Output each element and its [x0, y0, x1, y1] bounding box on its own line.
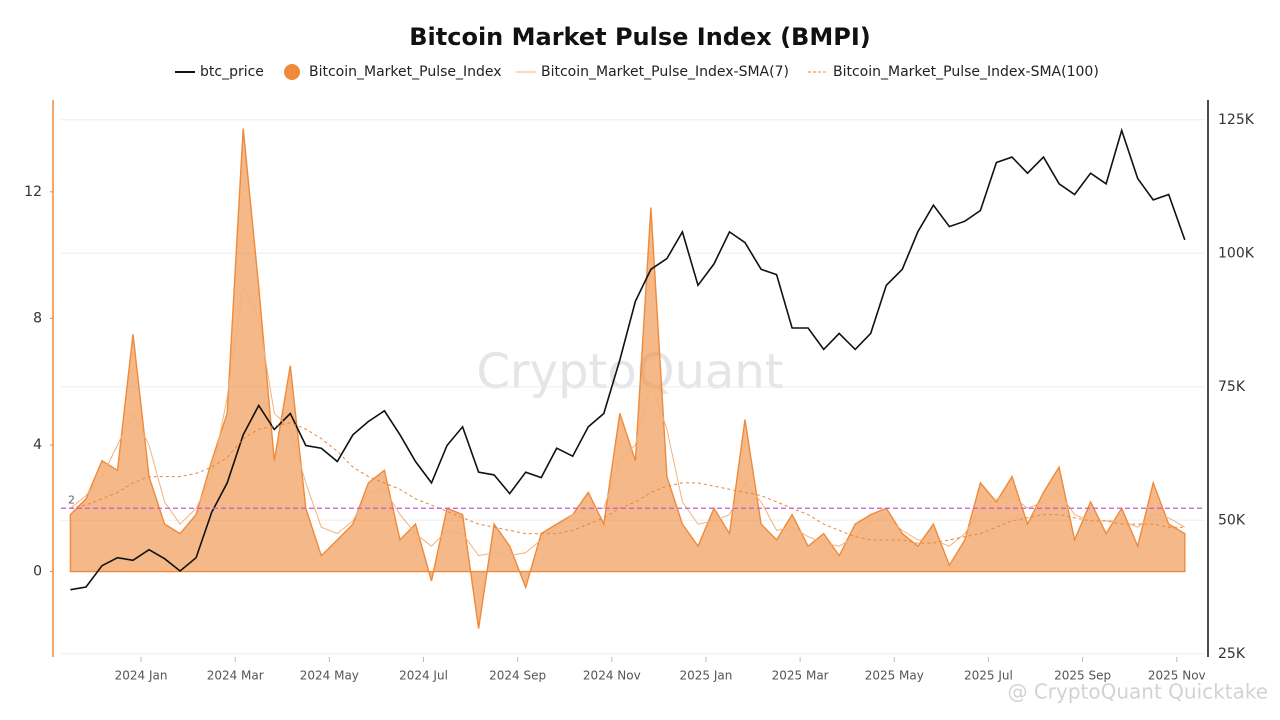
legend-label: Bitcoin_Market_Pulse_Index-SMA(7)	[541, 64, 789, 80]
x-tick-label: 2024 May	[300, 669, 359, 683]
area	[69, 128, 1186, 629]
y2-tick-label: 25K	[1218, 646, 1246, 662]
x-tick-label: 2024 Mar	[207, 669, 264, 683]
x-tick-label: 2024 Jan	[115, 669, 168, 683]
legend-marker	[284, 64, 300, 80]
y-tick-label: 12	[24, 184, 42, 200]
x-tick-label: 2025 Jul	[964, 669, 1013, 683]
legend-label: Bitcoin_Market_Pulse_Index-SMA(100)	[833, 64, 1099, 80]
y2-tick-label: 100K	[1218, 245, 1255, 261]
x-tick-label: 2024 Jul	[399, 669, 448, 683]
x-tick-label: 2025 Nov	[1148, 669, 1206, 683]
y-tick-label: 8	[33, 310, 42, 326]
x-tick-label: 2025 Sep	[1054, 669, 1111, 683]
x-tick-label: 2024 Sep	[489, 669, 546, 683]
line	[70, 422, 1185, 544]
x-tick-label: 2024 Nov	[583, 669, 641, 683]
threshold-label: 2	[68, 493, 75, 506]
x-tick-label: 2025 May	[865, 669, 924, 683]
x-tick-label: 2025 Mar	[772, 669, 829, 683]
chart-title: Bitcoin Market Pulse Index (BMPI)	[409, 23, 870, 51]
y2-tick-label: 125K	[1218, 112, 1255, 128]
plot: 2	[61, 119, 1205, 655]
legend-label: Bitcoin_Market_Pulse_Index	[309, 64, 502, 80]
y2-tick-label: 75K	[1218, 379, 1246, 395]
legend-label: btc_price	[200, 64, 264, 80]
y-tick-label: 4	[33, 437, 42, 453]
x-tick-label: 2025 Jan	[680, 669, 733, 683]
watermark: CryptoQuant	[476, 344, 783, 400]
legend: btc_price Bitcoin_Market_Pulse_Index Bitco…	[175, 64, 1099, 80]
line	[70, 127, 1186, 591]
credit: @ CryptoQuant Quicktake	[1007, 680, 1268, 704]
y2-tick-label: 50K	[1218, 512, 1246, 528]
y-tick-label: 0	[33, 564, 42, 580]
line	[70, 285, 1186, 557]
